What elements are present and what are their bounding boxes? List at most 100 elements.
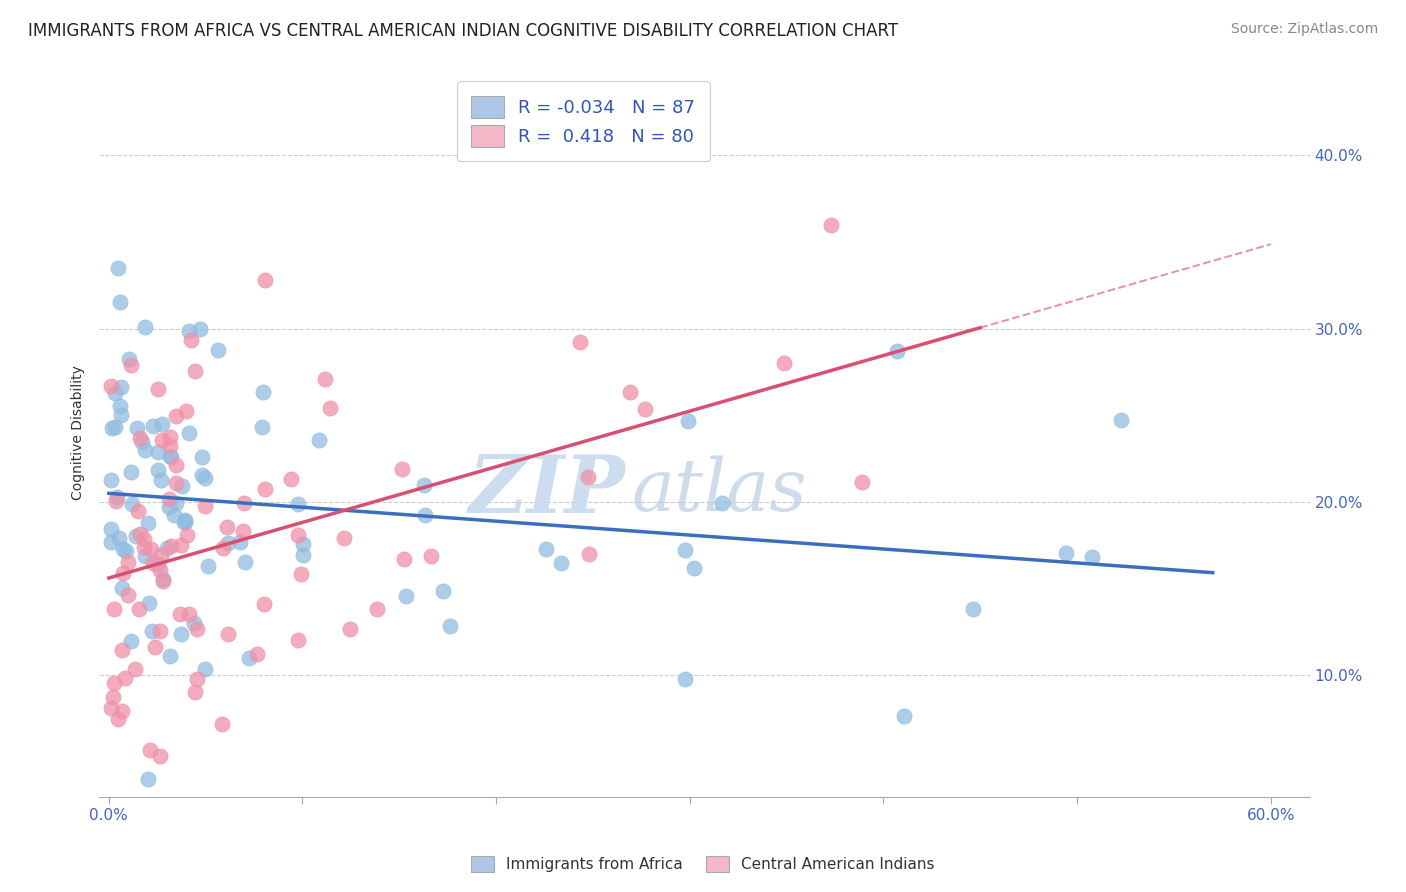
Point (191, 468, 214, 483)
Point (142, 556, 165, 570)
Point (172, 478, 194, 492)
Point (146, 463, 169, 477)
Legend: R = -0.034   N = 87, R =  0.418   N = 80: R = -0.034 N = 87, R = 0.418 N = 80 (457, 81, 710, 161)
Point (207, 343, 229, 358)
Point (107, 261, 129, 276)
Point (569, 335, 592, 350)
Point (391, 462, 413, 476)
Point (392, 551, 415, 566)
Point (105, 494, 128, 508)
Point (150, 473, 173, 487)
Point (893, 709, 915, 723)
Point (169, 627, 191, 641)
Point (215, 520, 238, 534)
Point (212, 541, 235, 555)
Point (101, 421, 124, 435)
Point (141, 541, 163, 556)
Point (165, 475, 187, 490)
Point (177, 425, 200, 440)
Text: atlas: atlas (631, 456, 807, 526)
Point (143, 640, 166, 654)
Point (134, 443, 156, 458)
Legend: Immigrants from Africa, Central American Indians: Immigrants from Africa, Central American… (464, 848, 942, 880)
Point (292, 548, 315, 562)
Point (100, 701, 122, 715)
Point (112, 541, 135, 556)
Point (111, 704, 134, 718)
Point (184, 364, 207, 378)
Point (160, 450, 183, 464)
Point (194, 662, 217, 676)
Point (165, 409, 187, 423)
Point (682, 561, 704, 575)
Point (120, 633, 142, 648)
Point (150, 433, 173, 447)
Point (170, 538, 193, 552)
Point (183, 616, 205, 631)
Point (188, 322, 211, 336)
Point (128, 601, 150, 615)
Point (287, 632, 309, 647)
Point (211, 717, 233, 731)
Point (152, 572, 174, 586)
Point (136, 516, 159, 530)
Text: Source: ZipAtlas.com: Source: ZipAtlas.com (1230, 22, 1378, 37)
Point (159, 439, 181, 453)
Point (156, 541, 179, 555)
Point (550, 556, 572, 570)
Point (246, 647, 269, 661)
Point (160, 539, 183, 553)
Point (104, 386, 127, 401)
Point (149, 624, 172, 638)
Point (576, 470, 599, 484)
Point (1054, 546, 1077, 560)
Point (233, 555, 256, 569)
Point (633, 402, 655, 417)
Point (111, 581, 134, 595)
Point (232, 496, 254, 510)
Point (217, 627, 239, 641)
Point (117, 588, 139, 602)
Point (157, 500, 180, 514)
Point (413, 477, 436, 491)
Point (142, 419, 165, 434)
Point (413, 508, 436, 522)
Point (962, 602, 984, 616)
Point (252, 384, 274, 399)
Point (146, 557, 169, 571)
Point (103, 601, 125, 615)
Point (534, 542, 557, 557)
Point (149, 563, 172, 577)
Text: IMMIGRANTS FROM AFRICA VS CENTRAL AMERICAN INDIAN COGNITIVE DISABILITY CORRELATI: IMMIGRANTS FROM AFRICA VS CENTRAL AMERIC… (28, 22, 898, 40)
Point (439, 619, 461, 633)
Point (131, 434, 153, 449)
Point (229, 535, 252, 549)
Point (319, 401, 342, 415)
Point (108, 531, 131, 545)
Point (125, 421, 148, 435)
Point (111, 566, 134, 580)
Point (253, 273, 276, 287)
Point (851, 475, 873, 489)
Point (253, 482, 276, 496)
Point (104, 420, 127, 434)
Point (100, 522, 122, 536)
Point (111, 643, 134, 657)
Point (673, 672, 696, 686)
Point (101, 690, 124, 705)
Point (159, 430, 181, 444)
Point (103, 675, 125, 690)
Point (150, 417, 173, 431)
Point (165, 496, 187, 510)
Point (108, 400, 131, 414)
Point (173, 515, 195, 529)
Point (186, 622, 208, 636)
Point (134, 319, 156, 334)
Point (141, 624, 163, 639)
Point (121, 496, 143, 510)
Point (578, 547, 600, 561)
Point (186, 672, 208, 686)
Point (252, 597, 274, 611)
Point (159, 449, 181, 463)
Point (177, 324, 200, 338)
